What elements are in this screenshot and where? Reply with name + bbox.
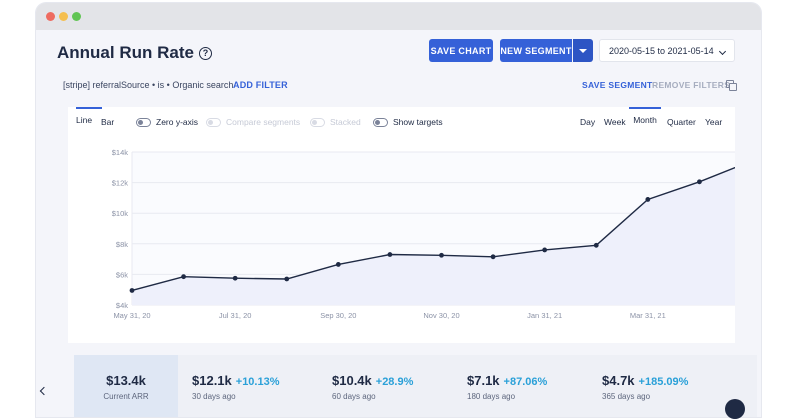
data-point	[387, 252, 393, 257]
maximize-window-icon[interactable]	[72, 12, 81, 21]
stat-value: $12.1k	[192, 373, 232, 388]
tab-month-label: Month	[633, 115, 657, 125]
stat-label: 365 days ago	[602, 392, 651, 401]
window-titlebar	[36, 3, 761, 30]
toggle-switch-icon	[373, 117, 388, 127]
zero-y-axis-label: Zero y-axis	[156, 117, 199, 127]
data-point	[284, 276, 290, 282]
save-chart-button[interactable]: SAVE CHART	[429, 39, 493, 62]
tab-line[interactable]: Line	[76, 107, 102, 125]
date-range-select[interactable]: 2020-05-15 to 2021-05-14	[599, 39, 735, 62]
show-targets-label: Show targets	[393, 117, 443, 127]
x-tick-label: Sep 30, 20	[320, 311, 356, 320]
series-area	[132, 167, 735, 305]
stat-value: $4.7k	[602, 373, 635, 388]
date-range-value: 2020-05-15 to 2021-05-14	[609, 45, 714, 56]
stat-content: $7.1k +87.06% 180 days ago	[467, 372, 547, 401]
save-segment-link[interactable]: SAVE SEGMENT	[582, 80, 653, 90]
tab-bar[interactable]: Bar	[101, 115, 114, 127]
tab-week-label: Week	[604, 117, 626, 127]
tab-line-label: Line	[76, 115, 93, 125]
y-tick-label: $14k	[112, 148, 129, 157]
tab-month[interactable]: Month	[629, 107, 661, 125]
current-arr-stat: $13.4k Current ARR	[74, 355, 178, 417]
y-tick-label: $10k	[112, 209, 129, 218]
y-tick-label: $6k	[116, 270, 128, 279]
stacked-toggle: Stacked	[310, 117, 361, 127]
page-title: Annual Run Rate ?	[57, 43, 212, 63]
stat-content: $12.1k +10.13% 30 days ago	[192, 372, 280, 401]
data-point	[232, 275, 238, 281]
new-segment-dropdown-button[interactable]	[573, 39, 593, 62]
stat-content: $10.4k +28.9% 60 days ago	[332, 372, 413, 401]
x-tick-label: Jul 31, 20	[219, 311, 252, 320]
x-tick-label: Mar 31, 21	[630, 311, 666, 320]
y-tick-label: $4k	[116, 301, 128, 310]
stat-content: $13.4k Current ARR	[74, 372, 178, 401]
arr-line-chart: $4k $6k $8k $10k $12k $14k May 31, 20 Jul 31, 2…	[112, 148, 735, 320]
remove-filters-link[interactable]: REMOVE FILTERS	[652, 80, 731, 90]
stat-change: +28.9%	[375, 376, 414, 388]
add-filter-link[interactable]: ADD FILTER	[233, 80, 288, 90]
y-tick-label: $12k	[112, 179, 129, 188]
stat-content: $4.7k +185.09% 365 days ago	[602, 372, 688, 401]
tab-quarter-label: Quarter	[667, 117, 696, 127]
stat-values: $4.7k +185.09%	[602, 372, 688, 390]
tab-week[interactable]: Week	[604, 115, 626, 127]
chevron-down-icon	[718, 47, 727, 56]
stat-change: +10.13%	[235, 376, 280, 388]
toggle-switch-icon	[310, 117, 325, 127]
app-window: Annual Run Rate ? SAVE CHART NEW SEGMENT…	[36, 3, 761, 417]
data-point	[490, 254, 496, 260]
stats-summary: $13.4k Current ARR $12.1k +10.13% 30 days ag…	[74, 355, 757, 417]
stat-values: $13.4k	[74, 372, 178, 390]
stat-change: +185.09%	[638, 376, 689, 388]
stat-change: +87.06%	[503, 376, 548, 388]
stat-values: $10.4k +28.9%	[332, 372, 413, 390]
tab-day[interactable]: Day	[580, 115, 595, 127]
stacked-label: Stacked	[330, 117, 361, 127]
stat-label: Current ARR	[103, 392, 149, 401]
chart-card: Line Bar Zero y-axis Compare segments St…	[68, 107, 735, 343]
minimize-window-icon[interactable]	[59, 12, 68, 21]
stat-label: 180 days ago	[467, 392, 516, 401]
stat-values: $7.1k +87.06%	[467, 372, 547, 390]
data-point	[542, 247, 548, 253]
data-point	[181, 274, 186, 280]
x-tick-label: May 31, 20	[113, 311, 150, 320]
stat-values: $12.1k +10.13%	[192, 372, 280, 390]
new-segment-button[interactable]: NEW SEGMENT	[500, 39, 572, 62]
data-point	[593, 242, 599, 248]
chat-icon[interactable]	[725, 399, 745, 419]
data-point	[439, 252, 444, 258]
segment-filter-text: [stripe] referralSource • is • Organic s…	[63, 80, 234, 90]
page-title-text: Annual Run Rate	[57, 43, 194, 62]
toggle-switch-icon	[206, 117, 221, 127]
stat-value: $7.1k	[467, 373, 500, 388]
data-point	[335, 262, 341, 267]
stat-label: 30 days ago	[192, 392, 236, 401]
show-targets-toggle[interactable]: Show targets	[373, 117, 443, 127]
stat-label: 60 days ago	[332, 392, 376, 401]
compare-segments-toggle: Compare segments	[206, 117, 300, 127]
zero-y-axis-toggle[interactable]: Zero y-axis	[136, 117, 198, 127]
tab-year-label: Year	[705, 117, 723, 127]
data-point	[697, 179, 702, 185]
tab-year[interactable]: Year	[705, 115, 722, 127]
stat-value: $13.4k	[106, 373, 146, 388]
tab-quarter[interactable]: Quarter	[667, 115, 696, 127]
y-tick-label: $8k	[116, 240, 128, 249]
copy-icon[interactable]	[726, 80, 737, 91]
compare-segments-label: Compare segments	[226, 117, 301, 127]
toggle-switch-icon	[136, 117, 151, 127]
data-point	[129, 288, 135, 293]
x-tick-label: Nov 30, 20	[423, 311, 459, 320]
data-point	[645, 197, 651, 202]
stat-value: $10.4k	[332, 373, 372, 388]
x-tick-label: Jan 31, 21	[527, 311, 562, 320]
tab-day-label: Day	[580, 117, 596, 127]
tab-bar-label: Bar	[101, 117, 115, 127]
close-window-icon[interactable]	[46, 12, 55, 21]
help-icon[interactable]: ?	[198, 46, 212, 60]
